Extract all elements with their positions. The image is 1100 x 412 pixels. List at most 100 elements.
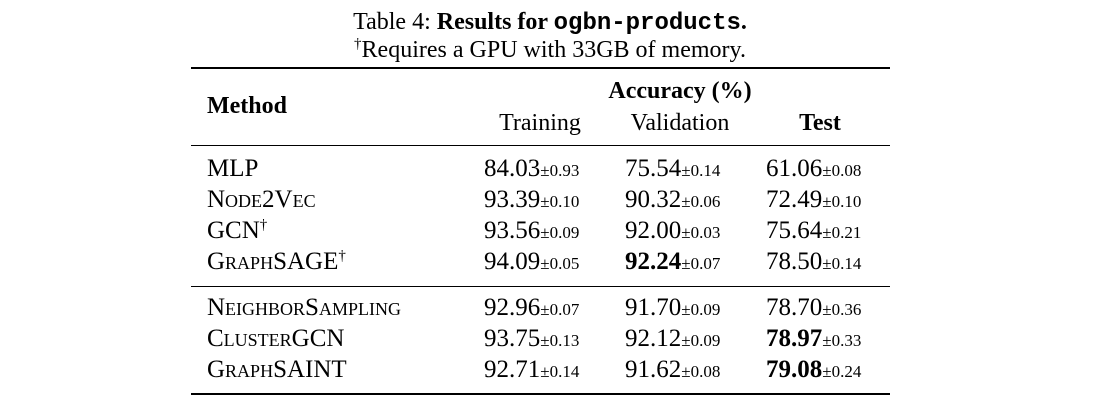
training-accuracy-cell: 84.03±0.93 — [484, 153, 579, 186]
header-validation: Validation — [630, 110, 730, 136]
method-name: GraphSAGE† — [207, 246, 346, 277]
training-value: 84.03 — [484, 155, 541, 182]
validation-accuracy-cell: 75.54±0.14 — [625, 153, 720, 186]
caption-title-end: . — [740, 9, 747, 35]
caption-title: Results for — [436, 9, 554, 35]
validation-accuracy-cell: 92.00±0.03 — [625, 215, 720, 248]
validation-std: ±0.03 — [681, 223, 721, 242]
test-value: 75.64 — [766, 217, 823, 244]
validation-accuracy-cell: 90.32±0.06 — [625, 184, 720, 217]
test-value: 78.50 — [766, 248, 823, 275]
header-training: Training — [499, 110, 581, 136]
validation-value: 90.32 — [625, 186, 682, 213]
test-accuracy-cell: 79.08±0.24 — [766, 354, 861, 387]
table-row: GraphSAGE† 94.09±0.05 92.24±0.07 78.50±0.14 — [0, 246, 1100, 277]
test-accuracy-cell: 78.50±0.14 — [766, 246, 861, 279]
training-accuracy-cell: 94.09±0.05 — [484, 246, 579, 279]
test-std: ±0.36 — [822, 300, 862, 319]
header-test: Test — [799, 110, 841, 136]
training-accuracy-cell: 93.56±0.09 — [484, 215, 579, 248]
caption-prefix: Table 4: — [353, 9, 437, 35]
header-method: Method — [207, 93, 287, 119]
test-value: 78.70 — [766, 294, 823, 321]
training-accuracy-cell: 92.96±0.07 — [484, 292, 579, 325]
method-name: Node2Vec — [207, 184, 316, 215]
test-accuracy-cell: 75.64±0.21 — [766, 215, 861, 248]
validation-value: 91.62 — [625, 356, 682, 383]
test-std: ±0.10 — [822, 192, 862, 211]
method-name: ClusterGCN — [207, 323, 344, 354]
validation-std: ±0.06 — [681, 192, 721, 211]
test-value: 61.06 — [766, 155, 823, 182]
method-label: NeighborSampling — [207, 294, 401, 321]
test-std: ±0.21 — [822, 223, 862, 242]
caption-note-text: Requires a GPU with 33GB of memory. — [361, 37, 746, 63]
training-std: ±0.05 — [540, 254, 580, 273]
validation-value: 92.24 — [625, 248, 682, 275]
training-accuracy-cell: 92.71±0.14 — [484, 354, 579, 387]
training-std: ±0.07 — [540, 300, 580, 319]
validation-accuracy-cell: 92.24±0.07 — [625, 246, 720, 279]
validation-value: 75.54 — [625, 155, 682, 182]
test-value: 72.49 — [766, 186, 823, 213]
table-row: GCN† 93.56±0.09 92.00±0.03 75.64±0.21 — [0, 215, 1100, 246]
validation-value: 92.12 — [625, 325, 682, 352]
table-row: MLP 84.03±0.93 75.54±0.14 61.06±0.08 — [0, 153, 1100, 184]
training-value: 92.96 — [484, 294, 541, 321]
method-label: GraphSAINT — [207, 356, 347, 383]
method-label: GCN — [207, 217, 260, 244]
method-label: ClusterGCN — [207, 325, 345, 352]
table-header-rule — [191, 145, 890, 146]
table-bottom-rule — [191, 393, 890, 395]
table-top-rule — [191, 67, 890, 69]
method-label: GraphSAGE — [207, 248, 339, 275]
method-label: MLP — [207, 155, 259, 182]
table-caption: Table 4: Results for ogbn-products. — [0, 9, 1100, 37]
training-value: 94.09 — [484, 248, 541, 275]
test-std: ±0.33 — [822, 331, 862, 350]
test-std: ±0.08 — [822, 161, 862, 180]
caption-note: †Requires a GPU with 33GB of memory. — [0, 36, 1100, 64]
table-row: GraphSAINT 92.71±0.14 91.62±0.08 79.08±0.24 — [0, 354, 1100, 385]
validation-value: 91.70 — [625, 294, 682, 321]
method-name: MLP — [207, 153, 258, 184]
training-std: ±0.13 — [540, 331, 580, 350]
dagger-mark: † — [259, 217, 268, 233]
validation-std: ±0.08 — [681, 362, 721, 381]
table-row: ClusterGCN 93.75±0.13 92.12±0.09 78.97±0.33 — [0, 323, 1100, 354]
test-accuracy-cell: 61.06±0.08 — [766, 153, 861, 186]
training-accuracy-cell: 93.39±0.10 — [484, 184, 579, 217]
validation-accuracy-cell: 91.62±0.08 — [625, 354, 720, 387]
validation-std: ±0.07 — [681, 254, 721, 273]
training-value: 93.56 — [484, 217, 541, 244]
method-label: Node2Vec — [207, 186, 316, 213]
test-accuracy-cell: 78.97±0.33 — [766, 323, 861, 356]
dagger-mark: † — [338, 248, 346, 264]
validation-accuracy-cell: 91.70±0.09 — [625, 292, 720, 325]
test-value: 79.08 — [766, 356, 823, 383]
test-value: 78.97 — [766, 325, 823, 352]
table-row: Node2Vec 93.39±0.10 90.32±0.06 72.49±0.10 — [0, 184, 1100, 215]
method-name: GraphSAINT — [207, 354, 347, 385]
validation-std: ±0.09 — [681, 300, 721, 319]
caption-dataset: ogbn-products — [553, 10, 741, 37]
table-group-rule — [191, 286, 890, 287]
dagger-mark: † — [354, 36, 362, 52]
test-accuracy-cell: 78.70±0.36 — [766, 292, 861, 325]
training-std: ±0.10 — [540, 192, 580, 211]
validation-std: ±0.14 — [681, 161, 721, 180]
validation-std: ±0.09 — [681, 331, 721, 350]
training-std: ±0.14 — [540, 362, 580, 381]
training-std: ±0.09 — [540, 223, 580, 242]
test-accuracy-cell: 72.49±0.10 — [766, 184, 861, 217]
training-std: ±0.93 — [540, 161, 580, 180]
test-std: ±0.14 — [822, 254, 862, 273]
training-value: 93.39 — [484, 186, 541, 213]
training-value: 93.75 — [484, 325, 541, 352]
validation-accuracy-cell: 92.12±0.09 — [625, 323, 720, 356]
training-value: 92.71 — [484, 356, 541, 383]
method-name: NeighborSampling — [207, 292, 401, 323]
header-accuracy-group: Accuracy (%) — [608, 78, 752, 104]
method-name: GCN† — [207, 215, 267, 246]
test-std: ±0.24 — [822, 362, 862, 381]
